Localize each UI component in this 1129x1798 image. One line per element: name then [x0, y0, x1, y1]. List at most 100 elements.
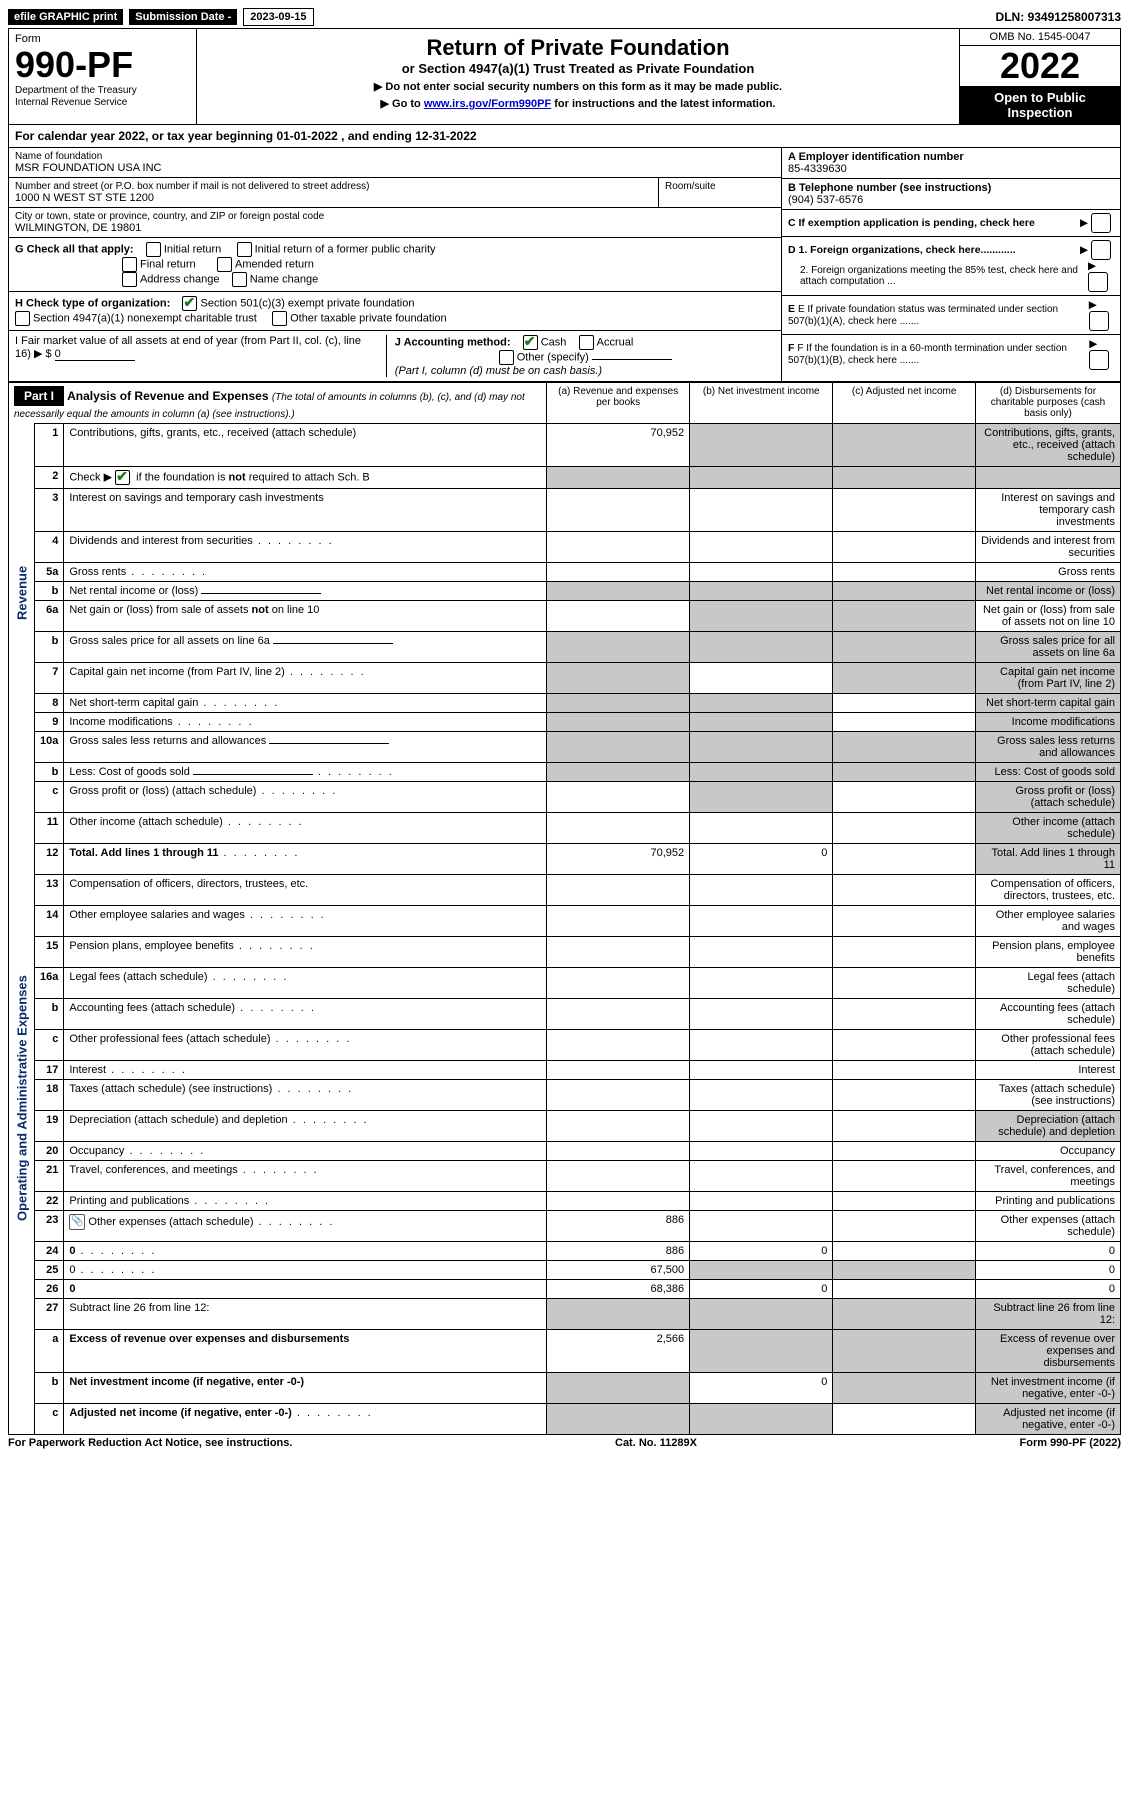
cell-d: 0	[975, 1279, 1120, 1298]
checkbox-address-change[interactable]	[122, 272, 137, 287]
checkbox-501c3[interactable]	[182, 296, 197, 311]
cell-d: Other employee salaries and wages	[975, 905, 1120, 936]
h-opt-2: Section 4947(a)(1) nonexempt charitable …	[33, 312, 257, 324]
cell-b	[690, 600, 833, 631]
row-number: 4	[35, 531, 64, 562]
g-opt-4: Address change	[140, 273, 220, 285]
cell-c	[833, 600, 976, 631]
g-opt-3: Amended return	[235, 258, 314, 270]
table-row: 25067,5000	[9, 1260, 1121, 1279]
row-number: b	[35, 631, 64, 662]
checkbox-d2[interactable]	[1088, 272, 1108, 292]
cell-d: Gross profit or (loss) (attach schedule)	[975, 781, 1120, 812]
cell-b	[690, 466, 833, 488]
g-opt-2: Final return	[140, 258, 196, 270]
c-label: C If exemption application is pending, c…	[788, 217, 1035, 229]
cell-a	[547, 662, 690, 693]
cell-b	[690, 1079, 833, 1110]
cell-c	[833, 967, 976, 998]
section-i-j: I Fair market value of all assets at end…	[9, 331, 781, 381]
cell-d: Contributions, gifts, grants, etc., rece…	[975, 423, 1120, 466]
part1-label: Part I	[14, 386, 64, 406]
section-i: I Fair market value of all assets at end…	[15, 335, 387, 377]
table-row: 20OccupancyOccupancy	[9, 1141, 1121, 1160]
j-note: (Part I, column (d) must be on cash basi…	[395, 365, 602, 377]
row-description: Net investment income (if negative, ente…	[64, 1372, 547, 1403]
f-row: F F If the foundation is in a 60-month t…	[782, 335, 1120, 373]
attachment-icon[interactable]: 📎	[69, 1214, 85, 1230]
address-value: 1000 N WEST ST STE 1200	[15, 192, 652, 204]
cell-b	[690, 531, 833, 562]
cell-a	[547, 693, 690, 712]
row-description: Net short-term capital gain	[64, 693, 547, 712]
cell-b	[690, 1260, 833, 1279]
checkbox-schb[interactable]	[115, 470, 130, 485]
checkbox-other-method[interactable]	[499, 350, 514, 365]
cell-a	[547, 905, 690, 936]
checkbox-initial-return[interactable]	[146, 242, 161, 257]
efile-label-dark[interactable]: efile GRAPHIC print	[8, 9, 123, 25]
checkbox-d1[interactable]	[1091, 240, 1111, 260]
table-row: 24088600	[9, 1241, 1121, 1260]
row-number: 19	[35, 1110, 64, 1141]
table-row: 10aGross sales less returns and allowanc…	[9, 731, 1121, 762]
checkbox-accrual[interactable]	[579, 335, 594, 350]
other-specify-line	[592, 359, 672, 360]
checkbox-4947a1[interactable]	[15, 311, 30, 326]
row-number: 20	[35, 1141, 64, 1160]
d-row: D 1. Foreign organizations, check here..…	[782, 237, 1120, 296]
room-label: Room/suite	[665, 181, 775, 192]
cell-a	[547, 562, 690, 581]
part1-title-text: Analysis of Revenue and Expenses	[67, 389, 268, 403]
cell-c	[833, 531, 976, 562]
row-number: 26	[35, 1279, 64, 1298]
row-description: Other employee salaries and wages	[64, 905, 547, 936]
cell-c	[833, 1403, 976, 1434]
checkbox-amended-return[interactable]	[217, 257, 232, 272]
row-description: Interest on savings and temporary cash i…	[64, 488, 547, 531]
cell-c	[833, 562, 976, 581]
city-label: City or town, state or province, country…	[15, 211, 775, 222]
cell-d: Gross sales price for all assets on line…	[975, 631, 1120, 662]
cell-a	[547, 581, 690, 600]
cell-b	[690, 731, 833, 762]
row-number: 18	[35, 1079, 64, 1110]
form-title: Return of Private Foundation	[203, 35, 953, 61]
row-description: 0	[64, 1279, 547, 1298]
row-description: Compensation of officers, directors, tru…	[64, 874, 547, 905]
checkbox-name-change[interactable]	[232, 272, 247, 287]
cell-d: 0	[975, 1260, 1120, 1279]
cell-c	[833, 1329, 976, 1372]
page-footer: For Paperwork Reduction Act Notice, see …	[8, 1435, 1121, 1449]
checkbox-cash[interactable]	[523, 335, 538, 350]
checkbox-initial-return-former[interactable]	[237, 242, 252, 257]
checkbox-e[interactable]	[1089, 311, 1109, 331]
row-description: Pension plans, employee benefits	[64, 936, 547, 967]
checkbox-f[interactable]	[1089, 350, 1109, 370]
d2-label: 2. Foreign organizations meeting the 85%…	[800, 265, 1088, 287]
checkbox-c[interactable]	[1091, 213, 1111, 233]
cell-c	[833, 998, 976, 1029]
cell-b	[690, 1029, 833, 1060]
cell-d: Legal fees (attach schedule)	[975, 967, 1120, 998]
table-row: bNet investment income (if negative, ent…	[9, 1372, 1121, 1403]
checkbox-other-taxable[interactable]	[272, 311, 287, 326]
cell-d: Net short-term capital gain	[975, 693, 1120, 712]
cell-b	[690, 1298, 833, 1329]
cell-b	[690, 712, 833, 731]
irs-link[interactable]: www.irs.gov/Form990PF	[424, 98, 551, 110]
calendar-year-row: For calendar year 2022, or tax year begi…	[8, 125, 1121, 148]
part1-title: Analysis of Revenue and Expenses (The to…	[14, 389, 525, 420]
cell-c	[833, 1060, 976, 1079]
cell-b	[690, 874, 833, 905]
cell-a	[547, 936, 690, 967]
ein-value: 85-4339630	[788, 163, 847, 175]
cell-c	[833, 1241, 976, 1260]
checkbox-final-return[interactable]	[122, 257, 137, 272]
cell-a	[547, 1403, 690, 1434]
row-description: Printing and publications	[64, 1191, 547, 1210]
foundation-name: MSR FOUNDATION USA INC	[15, 162, 775, 174]
h-opt-1: Section 501(c)(3) exempt private foundat…	[200, 297, 414, 309]
table-row: 18Taxes (attach schedule) (see instructi…	[9, 1079, 1121, 1110]
row-description: Excess of revenue over expenses and disb…	[64, 1329, 547, 1372]
